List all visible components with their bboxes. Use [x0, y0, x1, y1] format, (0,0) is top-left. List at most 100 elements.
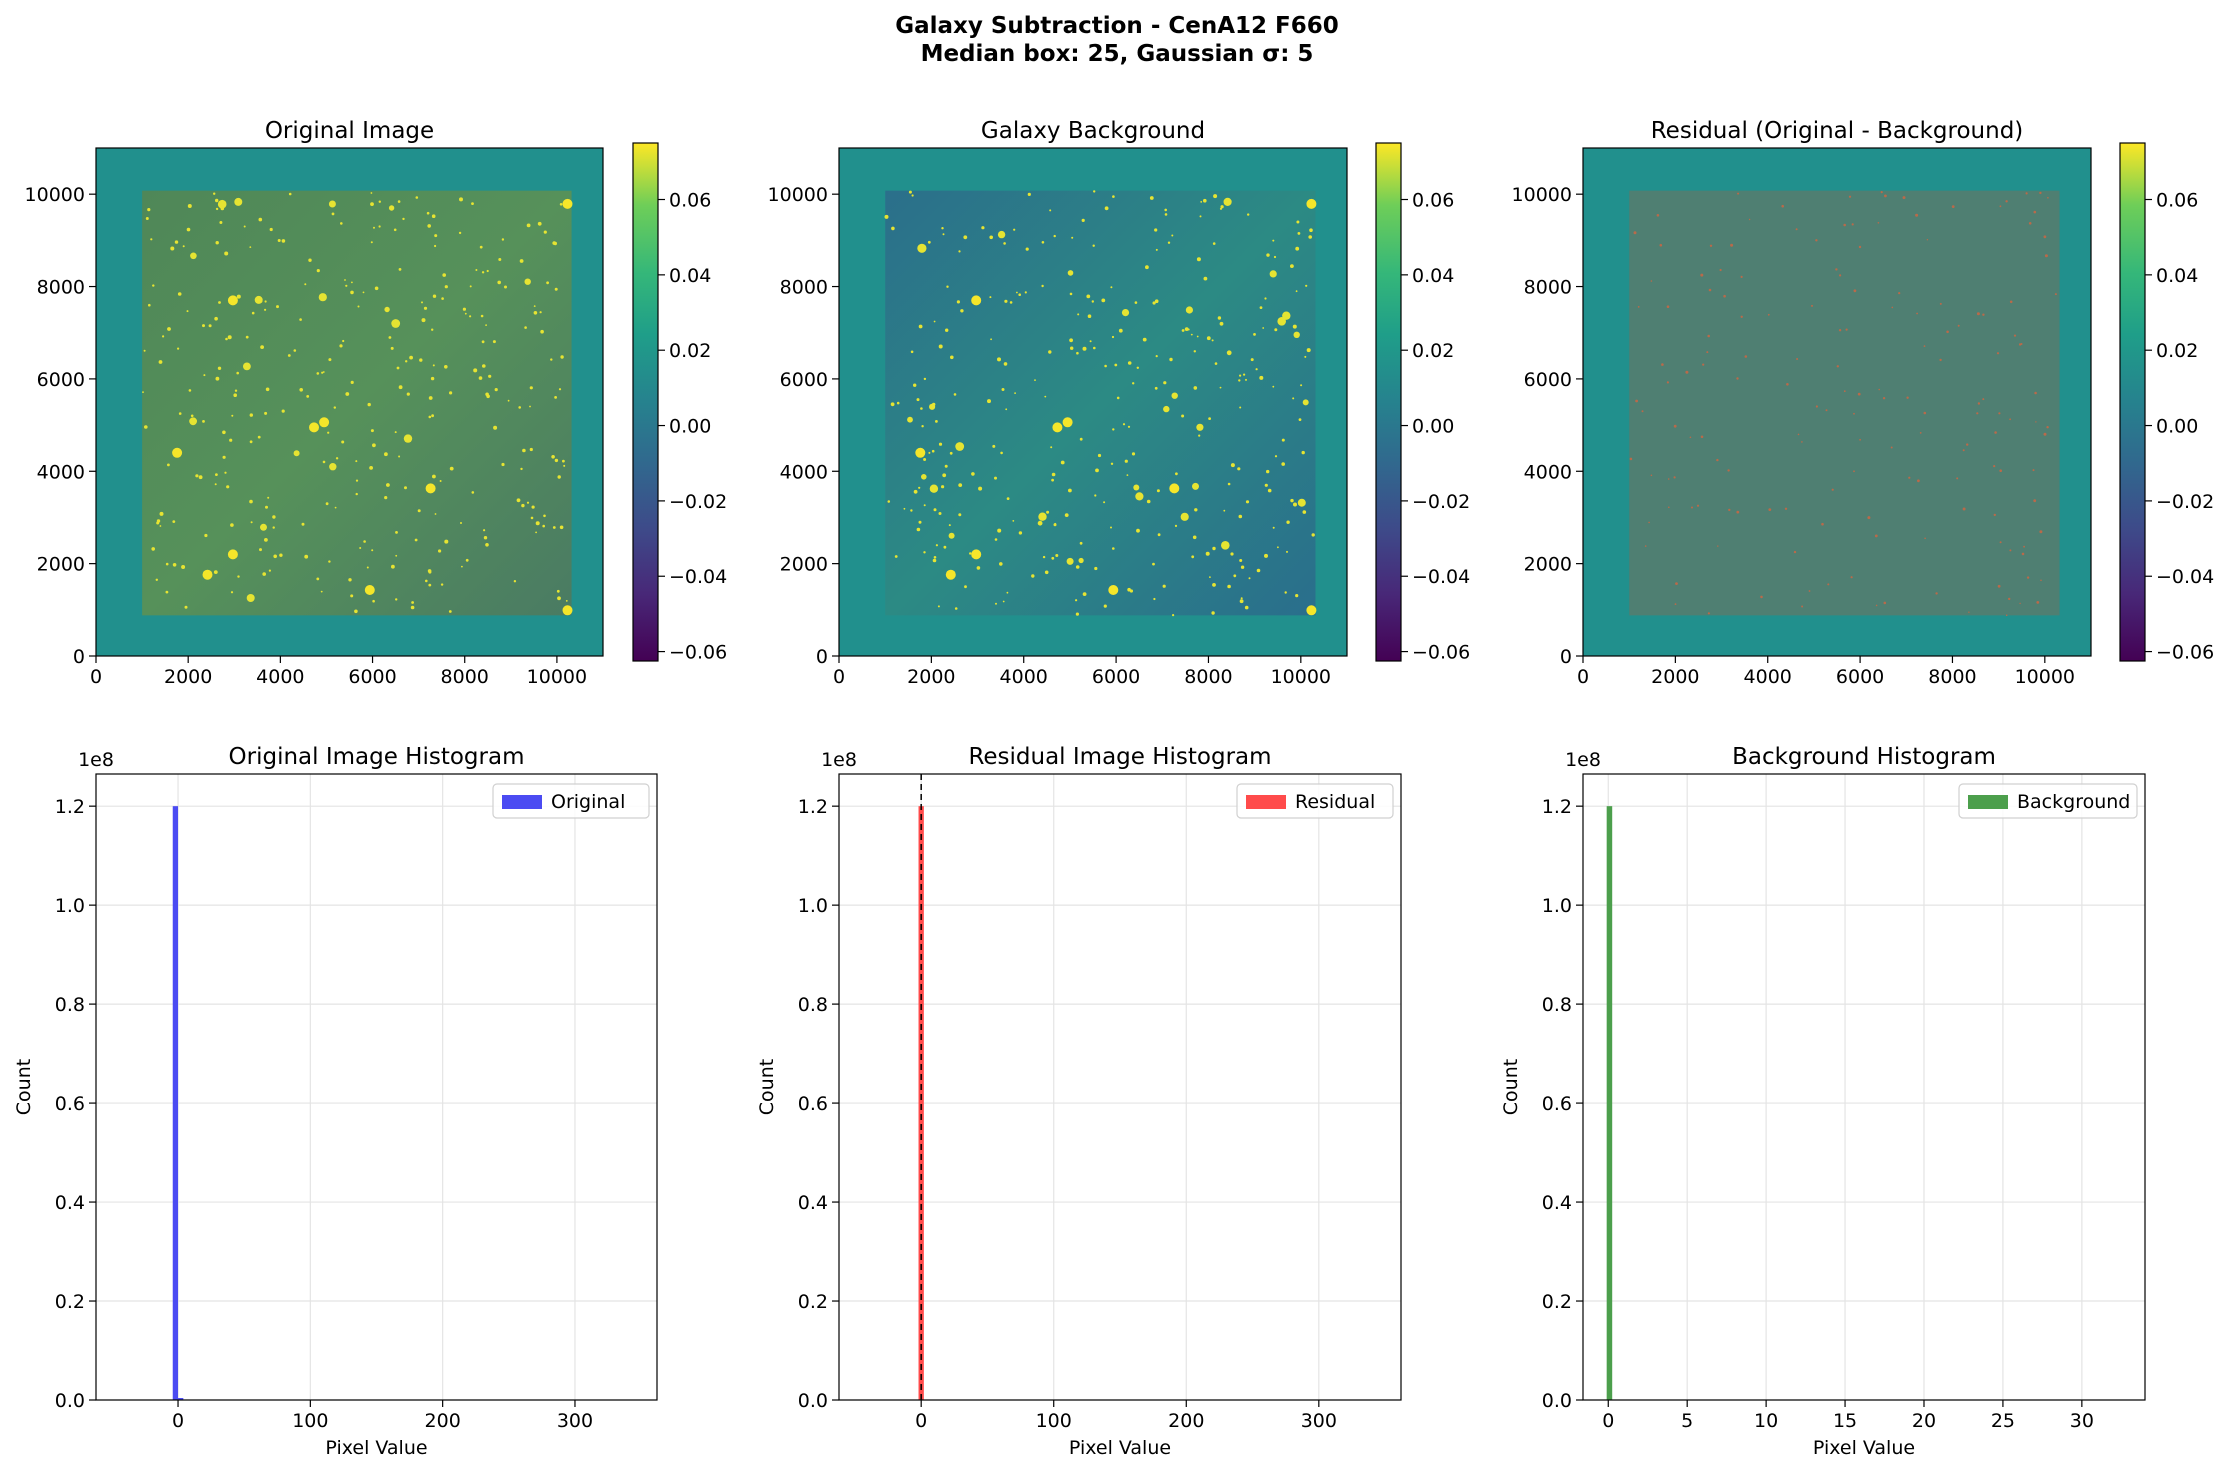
star-point: [421, 301, 423, 304]
residual-speck: [1673, 424, 1677, 428]
residual-speck: [1908, 476, 1911, 479]
star-point: [351, 281, 353, 284]
y-tick-label: 0.0: [55, 1390, 85, 1412]
star-point: [427, 224, 432, 228]
star-point: [165, 562, 169, 566]
star-point: [1266, 469, 1270, 474]
star-point: [224, 251, 229, 256]
star-point: [316, 577, 320, 581]
star-point: [237, 575, 240, 578]
star-point: [1064, 513, 1069, 517]
star-point: [1006, 497, 1010, 500]
star-point: [976, 566, 981, 570]
image-axes-frame: [1582, 147, 2092, 657]
star-point: [1245, 378, 1247, 381]
star-point: [1311, 533, 1315, 537]
star-point: [304, 554, 309, 559]
star-point: [540, 329, 544, 334]
colorbar-tick-label: −0.04: [2156, 566, 2214, 588]
residual-speck: [1786, 383, 1789, 386]
x-tick-label: 20: [1912, 1410, 1936, 1432]
star-point: [1269, 270, 1277, 278]
residual-speck: [1848, 195, 1852, 198]
residual-speck: [1736, 377, 1739, 380]
star-point: [431, 414, 434, 418]
star-point: [195, 474, 199, 478]
star-point: [471, 202, 474, 206]
residual-speck: [1902, 196, 1906, 200]
star-point: [442, 273, 447, 277]
star-point: [188, 389, 192, 392]
star-point: [1298, 418, 1302, 421]
star-point: [1152, 562, 1155, 566]
star-point: [1295, 594, 1299, 598]
star-point: [327, 431, 330, 434]
star-point: [494, 388, 498, 392]
bright-star: [364, 585, 375, 595]
star-point: [987, 399, 991, 404]
star-point: [1244, 605, 1249, 610]
star-point: [1069, 292, 1073, 296]
star-point: [449, 391, 453, 395]
star-point: [1157, 533, 1161, 537]
residual-speck: [1859, 438, 1861, 441]
star-point: [529, 405, 531, 408]
star-point: [151, 547, 155, 551]
residual-speck: [1836, 365, 1840, 368]
image-axes-frame: [95, 147, 604, 657]
bright-star: [971, 295, 982, 306]
axes-frame: [1582, 773, 2146, 1401]
star-point: [1286, 550, 1288, 553]
star-point: [217, 199, 227, 209]
residual-speck: [1946, 330, 1949, 334]
colorbar: [1375, 142, 1402, 662]
star-point: [557, 475, 561, 479]
star-point: [264, 308, 267, 311]
star-point: [1292, 397, 1295, 400]
star-point: [535, 531, 537, 534]
star-point: [1230, 552, 1234, 556]
residual-speck: [1760, 595, 1763, 599]
y-tick-label: 6000: [1524, 369, 1572, 391]
residual-speck: [1838, 329, 1842, 332]
star-point: [417, 509, 421, 513]
star-point: [444, 285, 448, 289]
star-point: [552, 241, 556, 245]
residual-speck: [2054, 293, 2057, 296]
star-point: [1104, 206, 1109, 211]
star-point: [1180, 512, 1189, 521]
star-point: [1051, 556, 1055, 560]
star-point: [943, 545, 947, 549]
residual-speck: [1717, 545, 1719, 547]
star-point: [348, 578, 352, 582]
star-point: [1079, 541, 1083, 545]
star-point: [481, 271, 485, 274]
star-point: [288, 192, 292, 196]
x-tick-label: 8000: [441, 666, 489, 688]
residual-speck: [1781, 204, 1784, 208]
star-point: [1233, 574, 1237, 578]
star-point: [1196, 335, 1199, 338]
star-point: [293, 349, 297, 352]
star-point: [497, 280, 502, 285]
colorbar-tick-label: 0.06: [2156, 190, 2198, 212]
bright-star: [227, 549, 238, 560]
residual-speck: [1957, 324, 1960, 327]
star-point: [143, 349, 146, 352]
star-point: [150, 238, 153, 241]
residual-speck: [2013, 334, 2017, 337]
x-tick-label: 5: [1681, 1410, 1693, 1432]
bright-star: [1108, 585, 1119, 595]
colorbar-tick-label: 0.02: [2156, 340, 2198, 362]
star-point: [439, 480, 442, 482]
star-point: [186, 227, 191, 232]
star-point: [1114, 363, 1118, 367]
star-point: [1146, 499, 1151, 504]
star-point: [1194, 508, 1198, 512]
star-point: [1181, 329, 1185, 332]
star-point: [1087, 314, 1092, 319]
star-point: [929, 484, 939, 493]
star-point: [1221, 541, 1230, 550]
star-point: [1281, 438, 1285, 442]
